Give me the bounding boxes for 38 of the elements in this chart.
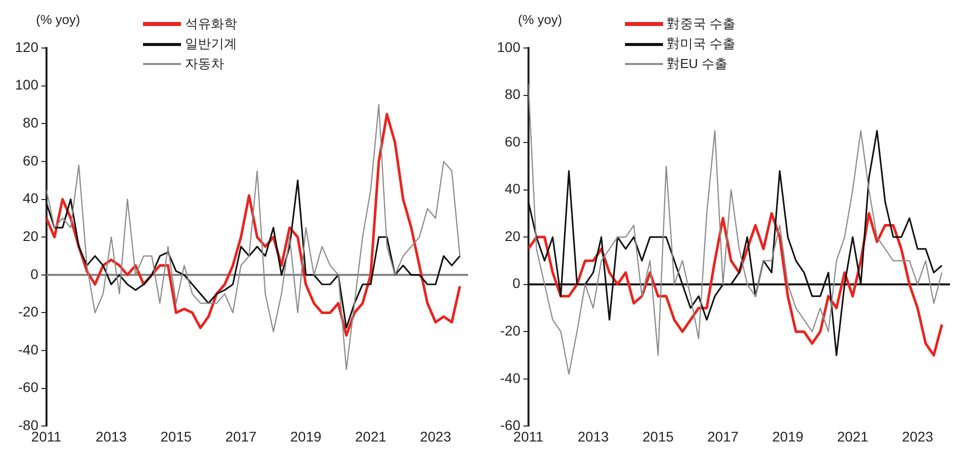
y-tick-label: 60	[22, 152, 39, 168]
y-tick-label: 20	[22, 228, 39, 244]
y-tick-label: -60	[18, 379, 39, 396]
legend-label: 對미국 수출	[667, 35, 736, 53]
y-tick-label: -20	[500, 322, 521, 339]
x-tick-label: 2021	[355, 428, 386, 444]
x-tick-label: 2013	[578, 428, 610, 444]
y-tick-label: 40	[504, 180, 521, 197]
legend-label: 일반기계	[185, 35, 237, 53]
x-tick-label: 2013	[96, 428, 128, 444]
y-tick-label: 100	[15, 76, 39, 93]
legend-label: 對중국 수출	[667, 15, 736, 33]
y-tick-label: 120	[15, 38, 39, 55]
y-tick-label: 100	[497, 38, 521, 55]
y-axis-title: (% yoy)	[518, 12, 562, 27]
x-tick-label: 2019	[290, 428, 322, 444]
x-tick-label: 2015	[642, 428, 674, 444]
y-tick-label: 20	[504, 228, 521, 244]
y-tick-label: -40	[500, 370, 521, 386]
y-tick-label: -40	[18, 341, 39, 358]
legend-label: 자동차	[185, 55, 224, 73]
x-tick-label: 2015	[160, 428, 192, 444]
y-axis-title: (% yoy)	[36, 12, 80, 27]
y-tick-label: 0	[30, 266, 39, 282]
y-tick-label: 0	[512, 275, 521, 292]
y-tick-label: -20	[18, 304, 39, 320]
legend-label: 석유화학	[185, 15, 237, 33]
x-tick-label: 2023	[902, 428, 934, 444]
y-tick-label: 60	[504, 133, 521, 150]
legend-label: 對EU 수출	[667, 55, 728, 73]
y-tick-label: 80	[22, 114, 39, 130]
x-tick-label: 2017	[707, 428, 739, 444]
x-tick-label: 2019	[772, 428, 804, 444]
x-tick-label: 2023	[420, 428, 452, 444]
y-tick-label: 40	[22, 190, 39, 206]
y-tick-label: 80	[504, 86, 521, 102]
x-tick-label: 2021	[837, 428, 868, 444]
x-tick-label: 2017	[225, 428, 257, 444]
